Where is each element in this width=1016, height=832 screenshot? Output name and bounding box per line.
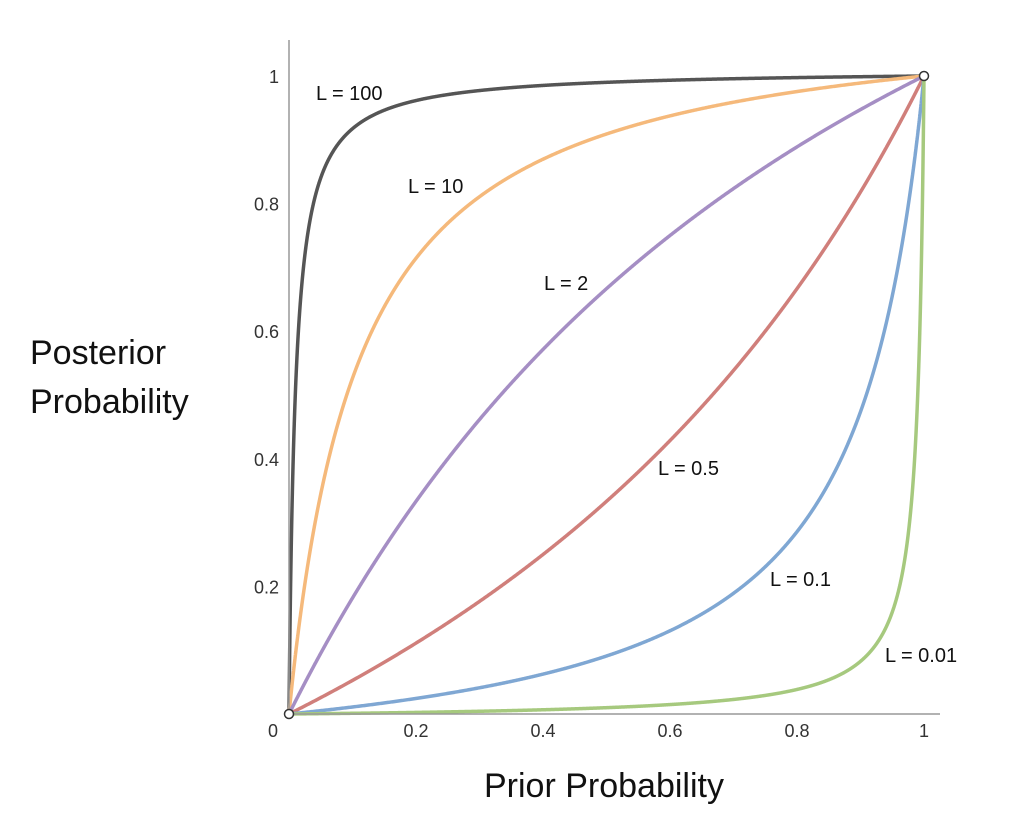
x-tick-label: 0.8 bbox=[784, 721, 809, 741]
endpoint-marker bbox=[918, 70, 930, 82]
x-axis-title: Prior Probability bbox=[484, 767, 724, 805]
curve-label-l-100: L = 100 bbox=[316, 83, 383, 105]
curve-label-l-0-01: L = 0.01 bbox=[885, 645, 957, 667]
y-tick-label: 1 bbox=[269, 67, 279, 87]
curve-label-l-0-1: L = 0.1 bbox=[770, 569, 831, 591]
y-axis-title-line-2: Probability bbox=[30, 383, 189, 421]
series-line-l-0-1 bbox=[287, 74, 926, 716]
series-line-l-0-01 bbox=[287, 74, 926, 716]
x-tick-label: 0.6 bbox=[657, 721, 682, 741]
y-tick-label: 0.2 bbox=[254, 577, 279, 597]
series-line-l-100 bbox=[287, 74, 926, 716]
origin-label: 0 bbox=[268, 721, 278, 741]
ticks-layer: 0.2 0.4 0.6 0.8 1 0.2 0.4 0.6 0.8 1 bbox=[254, 67, 929, 741]
curve-labels-layer: L = 100 L = 10 L = 2 L = 0.5 L = 0.1 L = 0.01 bbox=[316, 83, 957, 667]
curve-label-l-0-5: L = 0.5 bbox=[658, 458, 719, 480]
x-tick-label: 0.2 bbox=[403, 721, 428, 741]
x-tick-label: 1 bbox=[919, 721, 929, 741]
series-line-l-10 bbox=[287, 74, 926, 716]
series-line-l-0-5 bbox=[287, 74, 926, 716]
y-axis-title-line-1: Posterior bbox=[30, 334, 166, 372]
curve-label-l-2: L = 2 bbox=[544, 273, 588, 295]
curve-label-l-10: L = 10 bbox=[408, 176, 463, 198]
series-line-l-2 bbox=[287, 74, 926, 716]
x-tick-label: 0.4 bbox=[530, 721, 555, 741]
y-tick-label: 0.4 bbox=[254, 450, 279, 470]
y-tick-label: 0.8 bbox=[254, 195, 279, 215]
curves-layer bbox=[287, 74, 926, 716]
endpoints-layer bbox=[283, 70, 930, 720]
endpoint-marker bbox=[283, 708, 295, 720]
y-tick-label: 0.6 bbox=[254, 322, 279, 342]
